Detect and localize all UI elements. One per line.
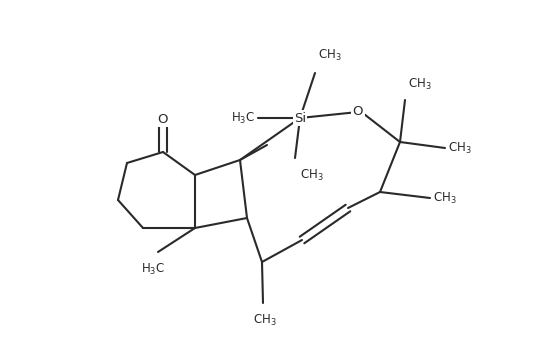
Text: O: O	[353, 105, 363, 117]
Text: H$_3$C: H$_3$C	[141, 262, 165, 277]
Text: O: O	[158, 112, 168, 126]
Text: CH$_3$: CH$_3$	[408, 77, 432, 92]
Text: CH$_3$: CH$_3$	[433, 190, 456, 205]
Text: CH$_3$: CH$_3$	[300, 168, 324, 183]
Text: Si: Si	[294, 111, 306, 125]
Text: CH$_3$: CH$_3$	[253, 313, 277, 328]
Text: CH$_3$: CH$_3$	[448, 140, 472, 155]
Text: CH$_3$: CH$_3$	[318, 48, 342, 63]
Text: H$_3$C: H$_3$C	[231, 111, 255, 126]
